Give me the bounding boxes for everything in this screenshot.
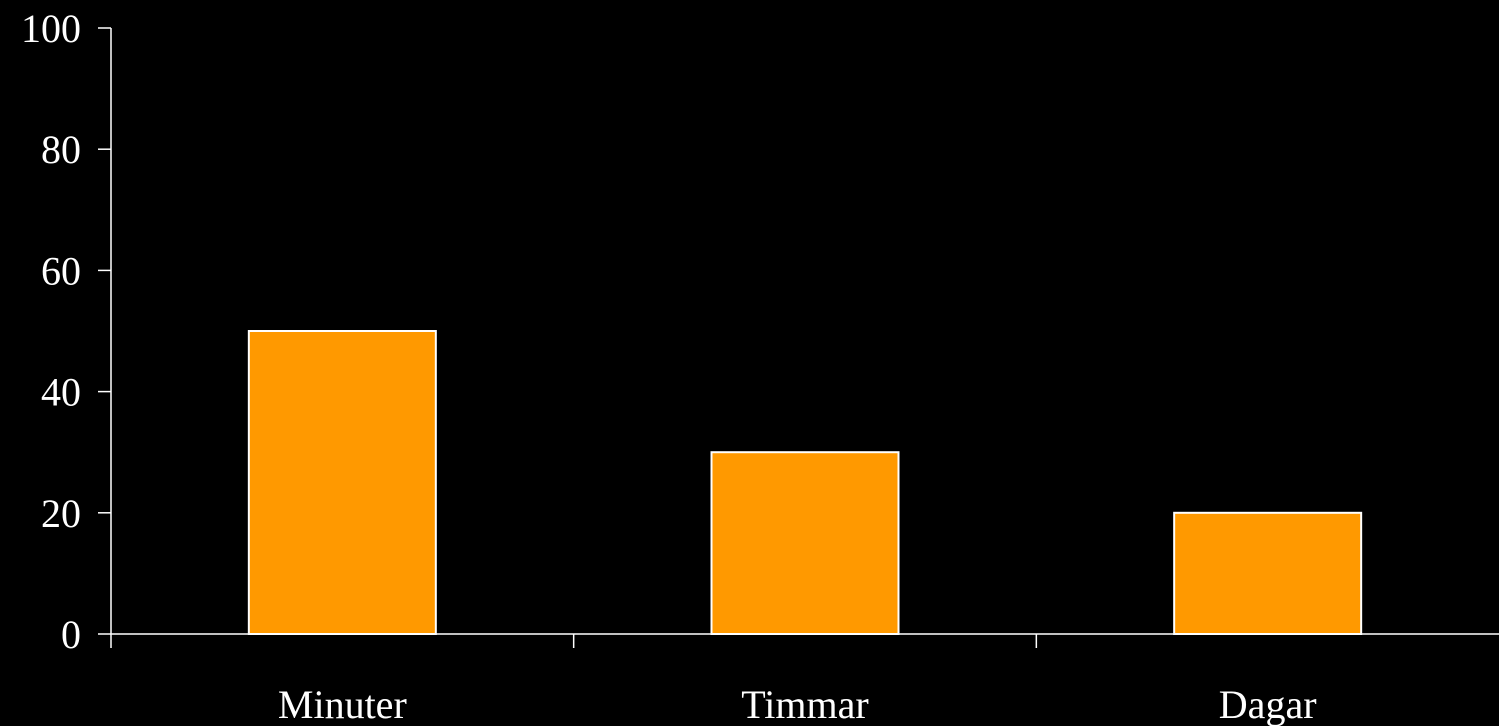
y-tick-label: 60 bbox=[41, 248, 81, 293]
bar-timmar bbox=[710, 451, 900, 636]
x-tick-label: Timmar bbox=[741, 682, 868, 726]
axes bbox=[110, 28, 1499, 635]
x-tick-label: Dagar bbox=[1219, 682, 1317, 726]
y-tick-label: 100 bbox=[21, 6, 81, 51]
bar-dagar bbox=[1173, 511, 1363, 635]
x-axis-ticks: Minuter Timmar Dagar bbox=[110, 634, 1317, 726]
y-tick-label: 20 bbox=[41, 491, 81, 536]
y-axis-ticks: 0 20 40 60 80 100 bbox=[21, 6, 111, 657]
x-tick-label: Minuter bbox=[278, 682, 407, 726]
y-tick-label: 0 bbox=[61, 612, 81, 657]
y-tick-label: 40 bbox=[41, 370, 81, 415]
bar-minuter bbox=[247, 330, 437, 635]
bars bbox=[247, 330, 1363, 636]
y-tick-label: 80 bbox=[41, 127, 81, 172]
